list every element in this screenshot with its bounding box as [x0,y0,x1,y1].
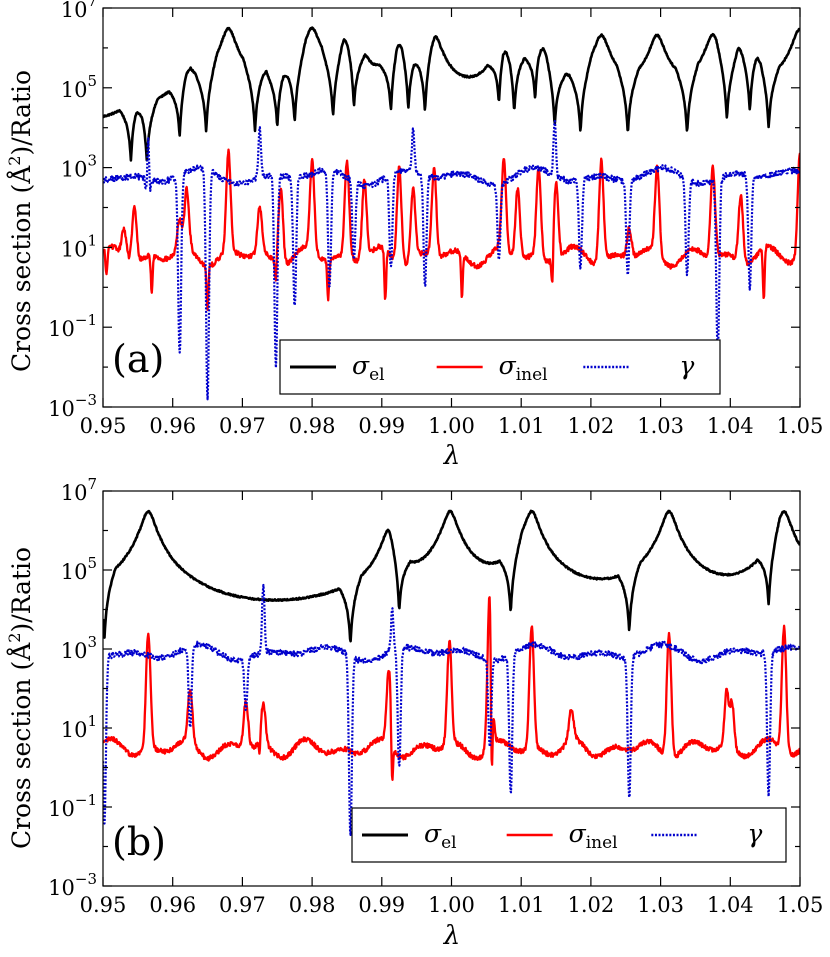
series-line-gamma [103,120,800,401]
legend-label: σel [424,819,457,853]
y-axis-label-unit-exp: 2 [5,156,24,166]
y-tick-label: 10−1 [48,791,97,821]
y-tick-label: 103 [61,633,97,663]
x-tick-label: 1.01 [498,893,545,917]
legend-label: γ [679,351,694,380]
y-axis-label-prefix: Cross section ( [7,184,36,372]
x-tick-label: 0.97 [219,893,266,917]
y-axis-label-suffix: )/Ratio [7,547,36,633]
x-tick-label: 1.00 [428,893,475,917]
x-tick-label: 1.03 [637,414,684,438]
y-tick-label: 10−1 [48,311,97,341]
y-axis-label-suffix: )/Ratio [7,70,36,156]
x-tick-label: 1.01 [498,414,545,438]
series-layer-a [103,26,800,401]
legend-label: σinel [569,819,618,853]
legend-b: σel σinel γ [351,807,787,863]
y-tick-label: 105 [61,72,97,102]
series-layer-b [103,509,800,836]
y-axis-label-unit-exp: 2 [5,633,24,643]
x-tick-label: 1.04 [707,893,754,917]
x-tick-label: 0.96 [149,414,196,438]
y-tick-label: 107 [61,0,97,22]
x-tick-label: 1.00 [428,414,475,438]
x-tick-label: 1.02 [568,414,615,438]
y-axis-label-unit: Å [6,642,36,662]
x-tick-label: 0.99 [358,414,405,438]
panel-a: 0.95 0.96 0.97 0.98 0.99 1.00 1.01 1.02 1.03 1.04… [5,0,823,471]
legend-a: σel σinel γ [279,339,721,395]
x-tick-label: 0.97 [219,414,266,438]
x-tick-label: 0.95 [80,414,127,438]
x-tick-label: 0.96 [149,893,196,917]
y-tick-label: 101 [61,712,97,742]
x-tick-label: 0.98 [289,893,336,917]
y-tick-label: 10−3 [48,870,97,900]
panel-tag-a: (a) [112,337,164,381]
y-tick-label: 10−3 [48,391,97,421]
y-axis-label-b: Cross section (Å2)/Ratio [5,547,36,849]
x-tick-label: 0.99 [358,893,405,917]
y-axis-label-unit: Å [6,165,36,185]
y-tick-label: 105 [61,554,97,584]
x-tick-label: 1.05 [777,893,824,917]
tick-layer-b: 0.95 0.96 0.97 0.98 0.99 1.00 1.01 1.02 1.03 1.04… [48,475,823,917]
x-tick-label: 0.95 [80,893,127,917]
y-axis-label-prefix: Cross section ( [7,661,36,849]
tick-layer-a: 0.95 0.96 0.97 0.98 0.99 1.00 1.01 1.02 1.03 1.04… [48,0,823,438]
x-tick-label: 1.04 [707,414,754,438]
x-tick-label: 1.05 [777,414,824,438]
y-axis-label-a: Cross section (Å2)/Ratio [5,70,36,372]
series-line-sigma-inel [103,148,800,312]
series-line-sigma-el [103,509,800,643]
x-tick-label: 0.98 [289,414,336,438]
x-tick-label: 1.03 [637,893,684,917]
series-line-sigma-inel [103,596,800,781]
series-line-gamma [103,583,800,836]
y-tick-label: 107 [61,475,97,505]
x-axis-label-b: λ [443,921,460,951]
legend-box [351,807,787,863]
y-tick-label: 103 [61,152,97,182]
y-tick-label: 101 [61,231,97,261]
panel-tag-b: (b) [112,820,166,864]
legend-label: σinel [499,351,548,385]
legend-box [279,339,721,395]
series-line-sigma-el [103,26,800,162]
x-tick-label: 1.02 [568,893,615,917]
legend-label: σel [352,351,385,385]
panel-b: 0.95 0.96 0.97 0.98 0.99 1.00 1.01 1.02 1.03 1.04… [5,475,823,951]
x-axis-label-a: λ [443,441,460,471]
legend-label: γ [747,819,762,848]
